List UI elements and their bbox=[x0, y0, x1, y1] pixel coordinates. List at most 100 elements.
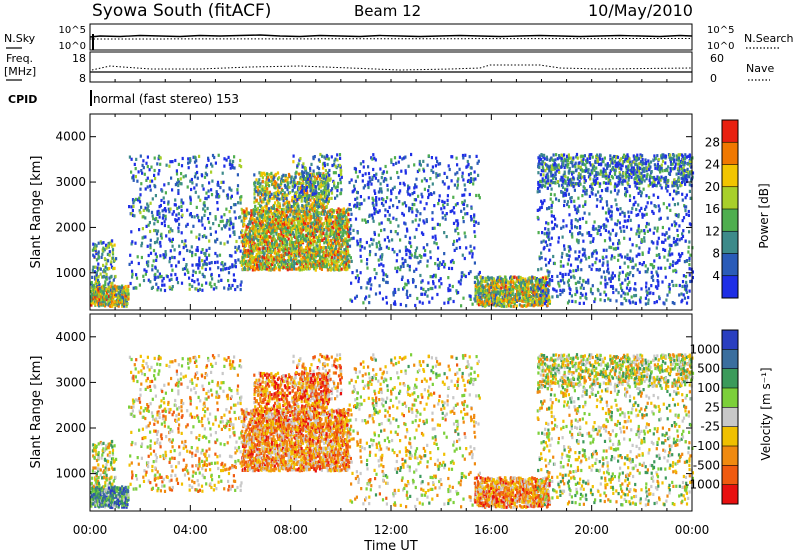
power-cell bbox=[140, 182, 143, 186]
power-cell bbox=[214, 230, 217, 234]
power-cell bbox=[398, 249, 401, 253]
power-cell bbox=[563, 170, 566, 174]
power-cell bbox=[504, 294, 507, 298]
power-cell bbox=[329, 225, 332, 229]
power-cell bbox=[305, 233, 308, 237]
power-cell bbox=[322, 206, 326, 210]
power-cell bbox=[593, 174, 596, 178]
power-cell bbox=[92, 265, 95, 269]
power-cell bbox=[384, 164, 387, 169]
power-cell bbox=[385, 295, 388, 299]
power-cell bbox=[336, 210, 339, 214]
power-cell bbox=[456, 202, 459, 206]
power-cell bbox=[436, 222, 439, 226]
power-cell bbox=[186, 248, 189, 253]
power-cell bbox=[280, 197, 283, 201]
power-cell bbox=[221, 261, 224, 265]
power-cell bbox=[289, 246, 292, 250]
power-cell bbox=[309, 239, 312, 243]
power-cell bbox=[254, 243, 257, 247]
power-cell bbox=[440, 262, 444, 266]
power-cell bbox=[403, 221, 406, 225]
power-cell bbox=[290, 267, 294, 271]
power-cell bbox=[398, 200, 401, 204]
power-cell bbox=[524, 286, 527, 290]
power-cell bbox=[583, 180, 586, 184]
power-cell bbox=[107, 243, 110, 247]
power-cell bbox=[180, 172, 183, 176]
power-cell bbox=[303, 248, 306, 252]
power-cell bbox=[340, 169, 343, 173]
power-cell bbox=[302, 222, 306, 226]
power-cell bbox=[510, 280, 513, 284]
power-cell bbox=[130, 230, 133, 234]
power-cell bbox=[135, 286, 138, 290]
power-cell bbox=[431, 182, 434, 186]
power-cell bbox=[105, 243, 108, 247]
power-cell bbox=[177, 162, 180, 166]
power-cell bbox=[113, 258, 116, 262]
power-cell bbox=[338, 163, 342, 168]
power-cell bbox=[345, 232, 348, 236]
power-cell bbox=[375, 242, 378, 246]
power-cell bbox=[389, 176, 392, 180]
power-cell bbox=[588, 161, 591, 165]
power-cell bbox=[529, 289, 532, 294]
power-cell bbox=[261, 180, 264, 184]
power-cell bbox=[563, 153, 566, 157]
power-cell bbox=[485, 280, 488, 284]
power-cell bbox=[257, 221, 260, 225]
power-cell bbox=[457, 177, 460, 181]
power-cell bbox=[191, 181, 194, 185]
power-cell bbox=[267, 210, 270, 214]
power-cell bbox=[272, 222, 275, 226]
power-cell bbox=[366, 258, 369, 262]
power-cell bbox=[431, 235, 434, 239]
power-cell bbox=[437, 162, 440, 166]
power-cell bbox=[401, 257, 404, 261]
power-cell bbox=[264, 192, 267, 196]
power-cell bbox=[146, 202, 149, 206]
power-cell bbox=[236, 188, 239, 192]
power-cell bbox=[405, 283, 408, 287]
power-cell bbox=[477, 173, 480, 177]
power-cell bbox=[271, 182, 274, 187]
power-cell bbox=[263, 171, 266, 175]
power-cell bbox=[315, 198, 318, 202]
power-cell bbox=[392, 204, 395, 208]
power-cell bbox=[266, 263, 270, 267]
power-cell bbox=[308, 216, 311, 220]
power-cell bbox=[162, 276, 165, 281]
power-cell bbox=[312, 209, 315, 213]
power-cell bbox=[399, 265, 402, 269]
power-cell bbox=[264, 260, 267, 264]
power-cell bbox=[597, 172, 600, 176]
power-cell bbox=[375, 172, 378, 176]
power-cell bbox=[327, 184, 330, 188]
power-cell bbox=[375, 210, 378, 214]
power-cell bbox=[292, 233, 295, 237]
power-cell bbox=[253, 187, 256, 191]
power-cell bbox=[315, 172, 318, 176]
power-cell bbox=[372, 238, 375, 242]
power-cell bbox=[391, 247, 394, 252]
power-cell bbox=[393, 250, 396, 254]
power-cell bbox=[295, 212, 298, 216]
power-cell bbox=[347, 258, 350, 262]
power-cell bbox=[175, 169, 178, 173]
power-cell bbox=[130, 242, 133, 246]
power-cell bbox=[261, 209, 264, 213]
power-cell bbox=[252, 258, 255, 262]
power-cell bbox=[533, 276, 536, 280]
power-cell bbox=[251, 265, 254, 269]
power-cell bbox=[323, 181, 326, 185]
power-cell bbox=[217, 279, 220, 283]
power-cell bbox=[243, 216, 246, 220]
power-cell bbox=[419, 259, 422, 264]
power-cell bbox=[278, 185, 281, 190]
power-cell bbox=[418, 159, 421, 164]
power-cell bbox=[332, 209, 335, 213]
power-cell bbox=[95, 279, 98, 283]
power-cell bbox=[187, 161, 190, 165]
power-cell bbox=[291, 188, 294, 192]
